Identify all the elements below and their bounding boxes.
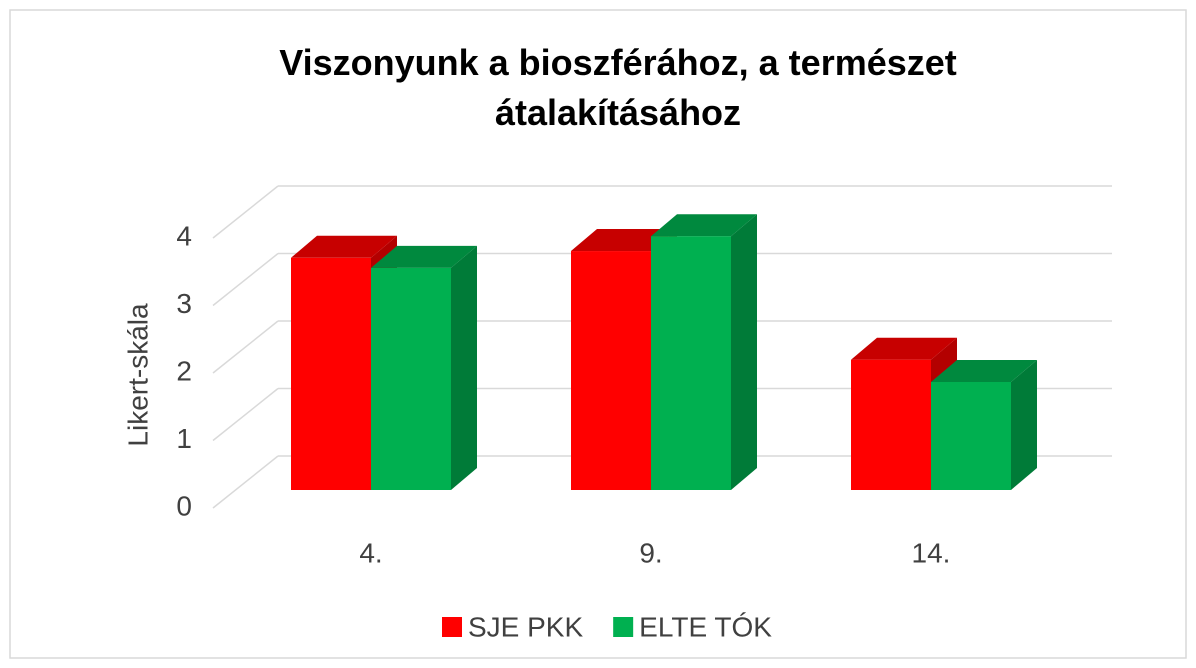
- bar-top: [651, 214, 757, 237]
- bar: [371, 267, 451, 490]
- x-tick-label: 9.: [639, 537, 662, 568]
- chart-title: Viszonyunk a bioszférához, a természet á…: [279, 42, 957, 133]
- legend-label: SJE PKK: [468, 611, 583, 642]
- bar: [571, 251, 651, 490]
- bar-top: [851, 337, 957, 360]
- bar-top: [371, 245, 477, 268]
- bar-top: [291, 235, 397, 258]
- bar: [931, 382, 1011, 490]
- legend-swatch: [442, 617, 462, 637]
- bar: [851, 359, 931, 490]
- bar-top: [571, 229, 677, 252]
- y-tick-label: 3: [176, 288, 192, 319]
- bar-top: [931, 360, 1037, 382]
- bar-side: [731, 214, 757, 490]
- y-tick-label: 4: [176, 220, 192, 251]
- bar: [651, 236, 731, 490]
- y-tick-label: 0: [176, 490, 192, 521]
- y-axis-label: Likert-skála: [122, 303, 153, 447]
- grid-diagonal: [212, 455, 279, 509]
- grid-diagonal: [212, 252, 279, 307]
- bar: [291, 257, 371, 490]
- grid-diagonal: [212, 387, 279, 442]
- bar-side: [451, 245, 477, 490]
- legend-swatch: [613, 617, 634, 637]
- y-tick-label: 1: [176, 423, 192, 454]
- x-tick-label: 14.: [912, 537, 951, 568]
- bar-side: [1011, 360, 1037, 490]
- x-tick-label: 4.: [359, 537, 382, 568]
- grid-diagonal: [212, 320, 279, 374]
- grid-diagonal: [212, 185, 279, 239]
- y-tick-label: 2: [176, 355, 192, 386]
- legend-label: ELTE TÓK: [639, 611, 772, 642]
